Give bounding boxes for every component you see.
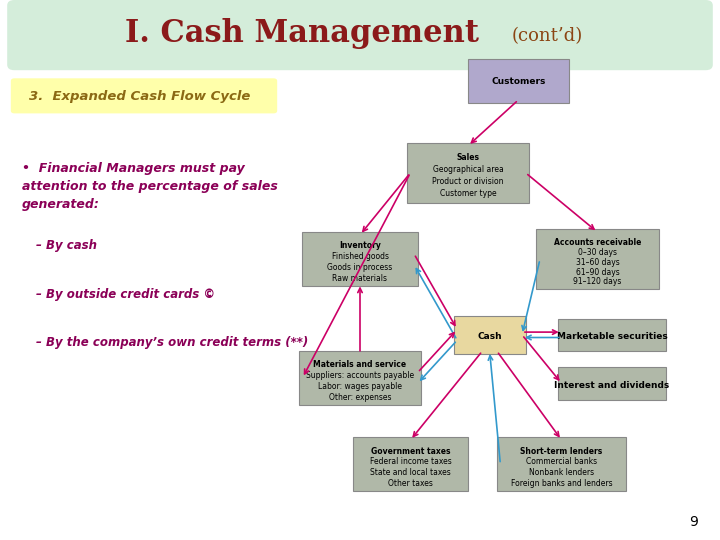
FancyBboxPatch shape (302, 232, 418, 286)
Text: State and local taxes: State and local taxes (370, 468, 451, 477)
FancyBboxPatch shape (468, 59, 569, 103)
Text: I. Cash Management: I. Cash Management (125, 18, 480, 49)
FancyBboxPatch shape (11, 78, 277, 113)
Text: Customer type: Customer type (440, 189, 496, 198)
FancyBboxPatch shape (536, 230, 659, 289)
Text: Finished goods: Finished goods (331, 252, 389, 261)
Text: Inventory: Inventory (339, 241, 381, 251)
Text: Sales: Sales (456, 153, 480, 162)
Text: 9: 9 (690, 515, 698, 529)
FancyBboxPatch shape (407, 143, 529, 202)
FancyBboxPatch shape (558, 367, 666, 400)
Text: 31–60 days: 31–60 days (576, 258, 619, 267)
FancyBboxPatch shape (558, 319, 666, 351)
Text: Federal income taxes: Federal income taxes (369, 457, 451, 467)
Text: Raw materials: Raw materials (333, 274, 387, 283)
FancyBboxPatch shape (299, 351, 421, 405)
Text: 3.  Expanded Cash Flow Cycle: 3. Expanded Cash Flow Cycle (29, 90, 250, 103)
Text: – By the company’s own credit terms (**): – By the company’s own credit terms (**) (36, 336, 308, 349)
Text: Interest and dividends: Interest and dividends (554, 381, 670, 390)
Text: 91–120 days: 91–120 days (573, 278, 622, 286)
FancyBboxPatch shape (454, 316, 526, 354)
Text: Government taxes: Government taxes (371, 447, 450, 456)
Text: Short-term lenders: Short-term lenders (521, 447, 603, 456)
Text: Other taxes: Other taxes (388, 479, 433, 488)
Text: Product or division: Product or division (432, 177, 504, 186)
Text: Commercial banks: Commercial banks (526, 457, 597, 467)
Text: Nonbank lenders: Nonbank lenders (529, 468, 594, 477)
Text: •  Financial Managers must pay
attention to the percentage of sales
generated:: • Financial Managers must pay attention … (22, 162, 277, 211)
Text: Customers: Customers (491, 77, 546, 86)
Text: Labor: wages payable: Labor: wages payable (318, 382, 402, 391)
Text: Accounts receivable: Accounts receivable (554, 238, 642, 247)
Text: Marketable securities: Marketable securities (557, 332, 667, 341)
Text: Materials and service: Materials and service (313, 360, 407, 369)
Text: Other: expenses: Other: expenses (329, 393, 391, 402)
Text: Suppliers: accounts payable: Suppliers: accounts payable (306, 371, 414, 380)
Text: (cont’d): (cont’d) (511, 26, 582, 45)
Text: Goods in process: Goods in process (328, 263, 392, 272)
Text: Foreign banks and lenders: Foreign banks and lenders (510, 479, 613, 488)
FancyBboxPatch shape (497, 437, 626, 491)
Text: – By outside credit cards ©: – By outside credit cards © (36, 288, 215, 301)
FancyBboxPatch shape (7, 0, 713, 70)
Text: 61–90 days: 61–90 days (576, 267, 619, 276)
Text: Cash: Cash (477, 332, 502, 341)
Text: Geographical area: Geographical area (433, 165, 503, 174)
FancyBboxPatch shape (353, 437, 468, 491)
Text: 0–30 days: 0–30 days (578, 248, 617, 257)
Text: – By cash: – By cash (36, 239, 97, 252)
